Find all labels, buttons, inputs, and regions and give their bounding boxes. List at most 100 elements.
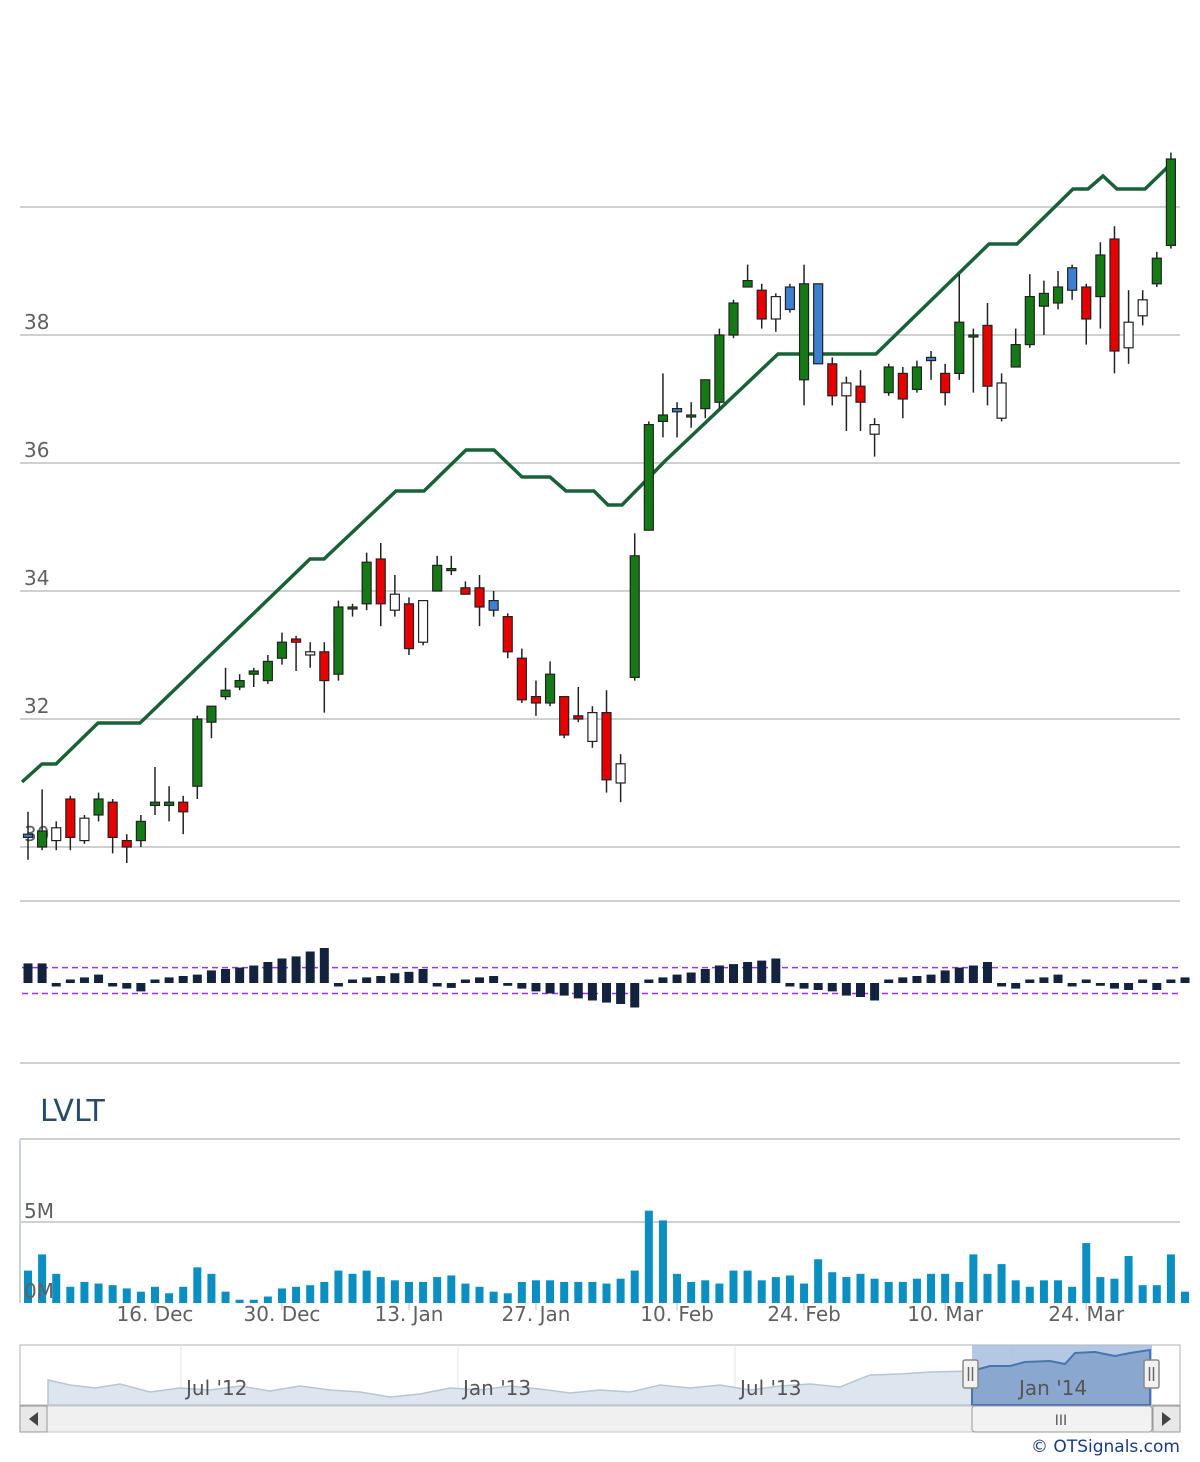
oscillator-bar xyxy=(23,963,33,983)
volume-bar xyxy=(475,1286,484,1303)
candle-body xyxy=(234,679,245,688)
candle-body xyxy=(276,641,288,659)
volume-bar xyxy=(1068,1286,1077,1303)
candle-body xyxy=(432,564,443,592)
candle-body xyxy=(361,561,372,605)
handle-left-body[interactable] xyxy=(962,1359,979,1389)
credit-link[interactable]: © OTSignals.com xyxy=(1031,1437,1180,1457)
volume-bar xyxy=(927,1273,936,1303)
candle-body xyxy=(220,689,231,698)
x-axis-labels: 16. Dec 30. Dec 13. Jan 27. Jan 10. Feb 24. F… xyxy=(117,1302,1125,1326)
oscillator-bar xyxy=(1039,977,1049,983)
volume-bar xyxy=(306,1285,315,1303)
scrollbar-thumb[interactable] xyxy=(971,1405,1153,1433)
candle-body xyxy=(488,599,499,611)
symbol-title: LVLT xyxy=(40,1094,106,1129)
oscillator-bar xyxy=(968,965,978,983)
candle-body xyxy=(290,638,302,643)
arrow-left-icon xyxy=(29,1412,38,1426)
oscillator-bar xyxy=(94,974,104,983)
candle-body xyxy=(728,302,739,336)
navigator-handle-left[interactable] xyxy=(962,1359,979,1389)
volume-bar xyxy=(630,1270,639,1303)
volume-bar xyxy=(898,1281,907,1303)
volume-bar xyxy=(1096,1277,1105,1303)
candle-body xyxy=(1067,267,1078,291)
oscillator-bar xyxy=(1053,974,1063,983)
candle-body xyxy=(135,820,146,842)
scroll-left-button[interactable] xyxy=(19,1405,48,1433)
oscillator-bar xyxy=(503,983,513,986)
volume-tick-5m: 5M xyxy=(24,1199,54,1223)
volume-bar xyxy=(1124,1256,1133,1303)
oscillator-bar xyxy=(291,956,301,983)
volume-bar xyxy=(320,1281,329,1303)
volume-bar xyxy=(80,1281,89,1303)
oscillator-bar xyxy=(1180,977,1190,983)
navigator[interactable]: Jul '12 Jan '13 Jul '13 Jan '14 xyxy=(19,1344,1181,1406)
scrollbar[interactable]: III xyxy=(19,1405,1181,1433)
oscillator-bar xyxy=(799,983,809,989)
candle-body xyxy=(333,606,344,675)
volume-bar xyxy=(404,1281,413,1303)
price-tick-label: 36 xyxy=(24,438,49,462)
volume-bar xyxy=(644,1210,653,1303)
volume-bar xyxy=(983,1273,992,1303)
oscillator-bar xyxy=(404,971,414,983)
volume-bar xyxy=(433,1277,442,1303)
candle-body xyxy=(629,555,640,678)
candle-body xyxy=(954,321,965,375)
scrollbar-grip: III xyxy=(1055,1413,1067,1429)
volume-bar xyxy=(856,1273,865,1303)
volume-bar xyxy=(419,1281,428,1303)
oscillator-bar xyxy=(827,983,837,992)
volume-bar xyxy=(1054,1280,1063,1303)
candle-body xyxy=(742,280,753,288)
oscillator-bar xyxy=(912,976,922,983)
oscillator-bar xyxy=(559,983,569,996)
oscillator-bar xyxy=(475,977,485,983)
volume-bar xyxy=(207,1273,216,1303)
oscillator-bar xyxy=(150,979,160,983)
handle-right-body[interactable] xyxy=(1143,1359,1160,1389)
volume-bar xyxy=(517,1281,526,1303)
candle-body xyxy=(996,382,1007,419)
candle-body xyxy=(22,833,34,839)
candle-body xyxy=(855,385,866,403)
oscillator-bar xyxy=(729,964,738,983)
volume-bar xyxy=(1166,1254,1175,1303)
candle-body xyxy=(389,593,400,611)
candle-body xyxy=(700,379,711,410)
oscillator-bar xyxy=(940,970,950,983)
oscillator-bar xyxy=(1124,983,1134,990)
oscillator-bar xyxy=(1152,983,1162,990)
oscillator-bar xyxy=(757,960,767,983)
volume-bar xyxy=(235,1299,244,1303)
oscillator-bar xyxy=(432,983,442,987)
price-tick-label: 34 xyxy=(24,566,49,590)
candle-body xyxy=(1109,238,1120,352)
oscillator-bar xyxy=(898,977,908,983)
oscillator-bar xyxy=(221,969,231,983)
oscillator-bar xyxy=(658,977,668,983)
volume-bar xyxy=(870,1278,879,1303)
oscillator-bar xyxy=(319,948,329,983)
candle-body xyxy=(940,372,951,394)
oscillator-bar xyxy=(573,983,583,999)
oscillator-bar xyxy=(1109,983,1119,989)
candle-body xyxy=(474,587,485,608)
candle-body xyxy=(121,839,132,848)
volume-bar xyxy=(38,1254,47,1303)
volume-bar xyxy=(574,1281,583,1303)
oscillator-bar xyxy=(51,983,61,987)
candle-body xyxy=(206,705,217,723)
candle-body xyxy=(657,414,669,423)
candle-body xyxy=(559,695,570,736)
navigator-handle-right[interactable] xyxy=(1143,1359,1160,1389)
candle-body xyxy=(883,366,894,394)
candle-body xyxy=(1010,344,1021,368)
candle-body xyxy=(968,334,979,338)
x-axis-label: 24. Feb xyxy=(767,1302,841,1326)
volume-bar xyxy=(292,1286,301,1303)
oscillator-bar xyxy=(686,972,696,983)
